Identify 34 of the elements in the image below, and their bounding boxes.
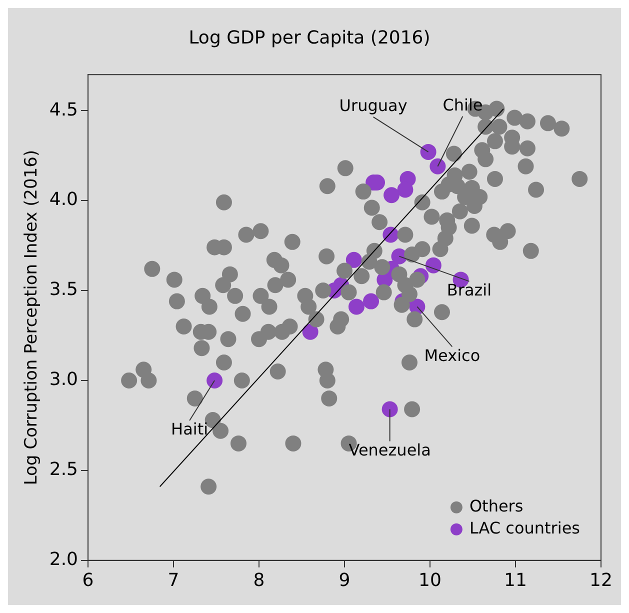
x-axis-title: Log GDP per Capita (2016) — [188, 27, 430, 48]
y-tick-label: 3.5 — [49, 279, 78, 300]
annotation: Uruguay — [339, 96, 408, 116]
point — [382, 401, 398, 418]
y-tick-label: 2.0 — [49, 549, 78, 570]
point — [348, 298, 364, 315]
point — [206, 372, 223, 388]
x-tick-label: 7 — [168, 570, 180, 591]
x-tick-label: 10 — [418, 570, 442, 591]
x-tick-label: 6 — [82, 570, 94, 591]
point — [430, 158, 446, 174]
point — [425, 257, 442, 274]
legend-label: Others — [469, 496, 524, 516]
annotation: Brazil — [446, 280, 492, 300]
point — [346, 252, 362, 268]
annotation: Chile — [442, 96, 483, 115]
point — [397, 182, 414, 198]
point — [420, 144, 436, 160]
legend-label: LAC countries — [469, 518, 580, 538]
annotation: Mexico — [424, 346, 480, 365]
x-tick-label: 11 — [504, 570, 527, 591]
y-tick-label: 3.0 — [49, 369, 78, 390]
x-tick-label: 12 — [590, 570, 612, 591]
annotation: Venezuela — [348, 440, 431, 460]
x-tick-label: 8 — [253, 570, 265, 591]
y-tick-label: 2.5 — [49, 459, 78, 480]
x-tick-label: 9 — [338, 570, 350, 591]
point — [302, 324, 318, 340]
point — [363, 293, 380, 310]
y-axis-title: Log Corruption Perception Index (2016) — [22, 150, 42, 486]
y-tick-label: 4.0 — [49, 189, 78, 210]
annotation: Haiti — [171, 420, 208, 439]
y-tick-label: 4.5 — [49, 99, 78, 120]
point — [384, 187, 400, 204]
